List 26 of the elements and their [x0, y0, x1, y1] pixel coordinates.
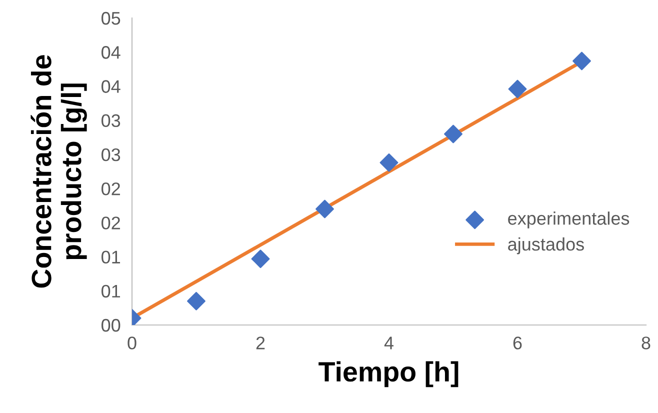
y-tick-label: 05 — [102, 12, 120, 25]
y-tick-label: 02 — [102, 182, 120, 196]
point — [380, 153, 398, 172]
y-tick-label: 00 — [102, 318, 120, 332]
x-axis-title: Tiempo [h] — [318, 361, 458, 388]
point — [444, 124, 462, 144]
point — [572, 52, 591, 70]
y-axis-title: Concentración de producto [g/l] — [30, 55, 87, 288]
x-tick-label: 6 — [513, 336, 522, 350]
point — [251, 250, 270, 268]
y-tick-label: 04 — [102, 80, 120, 93]
x-tick-label: 8 — [642, 336, 650, 350]
y-tick-label: 01 — [102, 284, 120, 298]
point — [316, 200, 334, 218]
x-tick-label: 4 — [384, 336, 394, 350]
point — [187, 292, 206, 310]
x-tick-label: 0 — [128, 336, 136, 350]
x-tick-label: 2 — [256, 336, 265, 350]
y-tick-label: 03 — [102, 148, 120, 162]
y-tick-label: 04 — [102, 46, 120, 59]
legend-label: experimentales — [508, 212, 630, 228]
y-tick-label: 02 — [102, 216, 120, 230]
legend-label: ajustados — [508, 237, 584, 254]
y-tick-label: 01 — [102, 250, 120, 264]
y-tick-label: 03 — [102, 114, 120, 128]
point — [508, 80, 527, 98]
